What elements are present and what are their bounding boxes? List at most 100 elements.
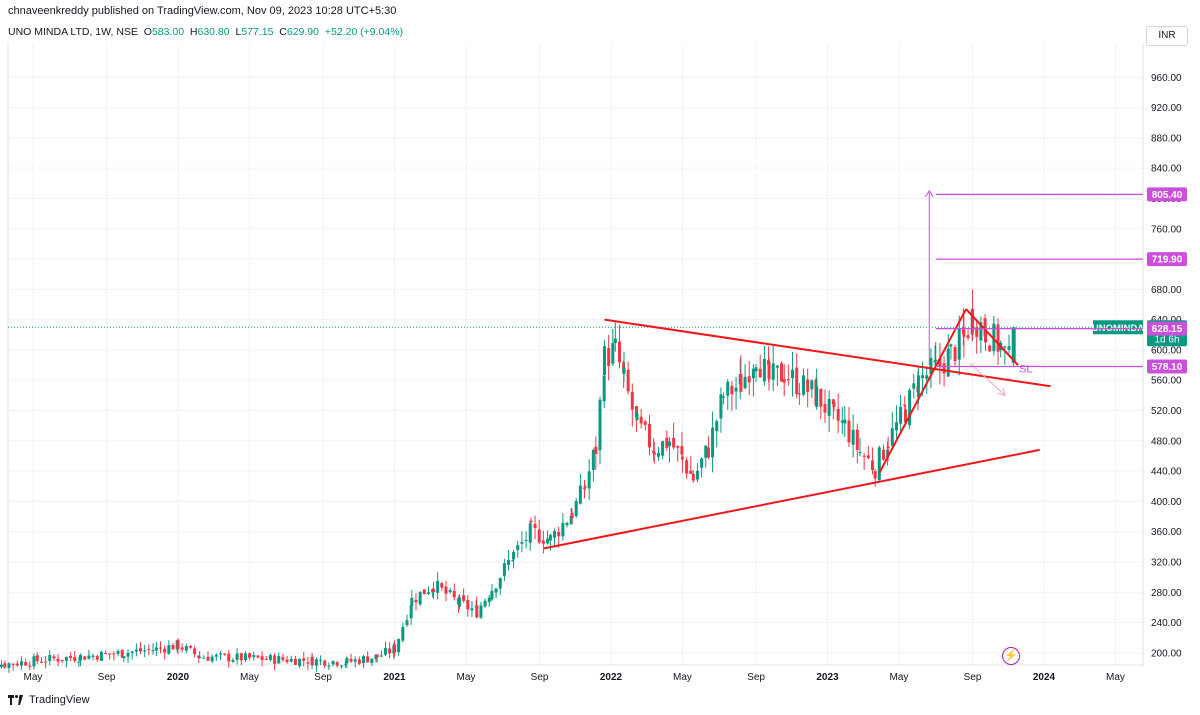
candle-body [349, 658, 353, 662]
price-label-bg [1147, 321, 1187, 336]
open-value: 583.00 [151, 26, 185, 38]
candle-body [418, 591, 422, 605]
candle-body [587, 471, 591, 489]
close-label: C [279, 26, 287, 38]
y-tick-label: 880.00 [1151, 133, 1182, 144]
candle-body [570, 513, 574, 519]
y-tick-label: 400.00 [1151, 497, 1182, 508]
candle-body [256, 655, 260, 658]
candle-body [370, 658, 374, 664]
candle-body [494, 588, 498, 593]
candle-body [357, 659, 361, 664]
candle-body [91, 655, 95, 657]
candle-body [19, 661, 23, 666]
candle-body [15, 663, 19, 666]
candle-body [122, 656, 126, 659]
candle-body [706, 447, 710, 458]
candle-body [1007, 346, 1011, 350]
y-tick-label: 600.00 [1151, 345, 1182, 356]
candle-body [565, 523, 569, 526]
candle-body [139, 648, 143, 652]
candle-body [448, 590, 452, 593]
candle-body [126, 653, 130, 657]
candle-body [180, 647, 184, 650]
candle-body [264, 658, 268, 660]
y-tick-label: 560.00 [1151, 376, 1182, 387]
candle-body [949, 344, 953, 347]
candle-body [130, 651, 134, 654]
candle-body [715, 421, 719, 432]
candle-body [69, 655, 73, 658]
candle-body [652, 450, 656, 454]
candle-body [996, 324, 1000, 352]
candle-body [665, 437, 669, 448]
candle-body [795, 367, 799, 395]
candle-body [957, 328, 961, 360]
candle-body [672, 437, 676, 448]
candle-body [862, 455, 866, 457]
candle-body [231, 660, 235, 662]
candle-body [966, 335, 970, 339]
candle-body [979, 322, 983, 341]
candle-body [903, 409, 907, 423]
candle-body [388, 648, 392, 654]
candle-body [912, 383, 916, 389]
candle-body [393, 644, 396, 653]
price-label-text: 805.40 [1152, 190, 1183, 201]
candle-body [938, 358, 942, 367]
candle-body [95, 656, 99, 660]
candle-body [873, 471, 877, 479]
candle-body [193, 648, 197, 655]
candle-body [289, 658, 293, 662]
publisher-line: chnaveenkreddy published on TradingView.… [8, 5, 397, 17]
candle-body [529, 520, 533, 523]
candle-body [331, 661, 335, 665]
candle-body [971, 308, 975, 331]
candle-body [953, 347, 957, 362]
candle-body [298, 658, 302, 667]
candle-body [806, 379, 810, 392]
candle-body [561, 522, 565, 537]
candle-body [516, 545, 520, 551]
candle-body [239, 653, 243, 661]
candle-body [345, 658, 349, 664]
candle-body [831, 399, 835, 405]
candle-body [685, 460, 689, 474]
candle-body [541, 540, 545, 544]
candle-body [112, 653, 116, 655]
candle-body [248, 653, 252, 658]
candle-body [815, 386, 819, 408]
flash-icon[interactable]: ⚡ [1002, 647, 1020, 665]
candle-body [886, 446, 890, 449]
currency-selector[interactable]: INR [1146, 26, 1188, 46]
candle-body [719, 394, 723, 419]
candle-body [171, 645, 175, 650]
candle-body [823, 404, 827, 413]
y-tick-label: 320.00 [1151, 557, 1182, 568]
candle-body [436, 580, 440, 593]
candle-body [925, 375, 929, 379]
candle-body [689, 470, 693, 474]
candle-body [218, 653, 222, 655]
trendline [965, 308, 1019, 366]
low-label: L [235, 26, 242, 38]
candle-body [397, 639, 401, 653]
price-label-text: 578.10 [1152, 362, 1183, 373]
candle-body [73, 657, 77, 662]
candle-body [362, 656, 366, 664]
candle-body [851, 429, 855, 445]
candle-body [273, 655, 277, 664]
candle-body [39, 661, 43, 663]
candle-body [591, 449, 595, 471]
symbol-legend: UNO MINDA LTD, 1W, NSE O583.00 H630.80 L… [8, 26, 403, 38]
x-tick-label: Sep [314, 672, 332, 683]
candle-body [268, 655, 272, 660]
candle-body [154, 647, 158, 651]
candle-body [56, 658, 60, 662]
projection-arrow [970, 363, 1006, 396]
candle-body [827, 399, 831, 416]
price-label-text: 628.15 [1152, 324, 1183, 335]
candle-body [921, 375, 925, 379]
candle-body [676, 446, 680, 448]
